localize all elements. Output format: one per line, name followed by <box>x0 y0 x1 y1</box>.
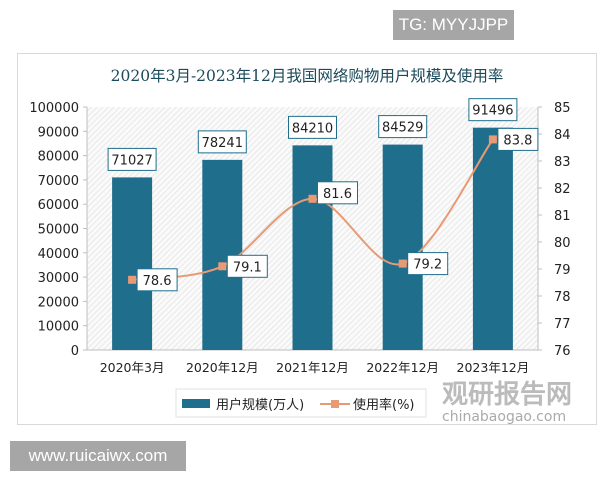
line-data-label: 79.1 <box>233 260 262 275</box>
legend-line-label: 使用率(%) <box>353 397 415 413</box>
y-left-tick-label: 80000 <box>38 150 79 165</box>
x-tick-label: 2023年12月 <box>457 360 530 375</box>
y-left-tick-label: 40000 <box>38 247 79 262</box>
y-right-tick-label: 77 <box>554 317 571 332</box>
brand-cn-text: 观研报告网 <box>442 379 572 410</box>
line-marker <box>398 259 407 268</box>
bar <box>382 144 423 350</box>
legend-line-marker <box>331 400 339 408</box>
bar-data-label: 71027 <box>111 153 152 168</box>
y-right-tick-label: 79 <box>554 263 571 278</box>
line-data-label-box <box>407 252 449 276</box>
site-watermark: www.ruicaiwx.com <box>10 441 186 471</box>
y-right-tick-label: 78 <box>554 290 571 305</box>
bar <box>472 127 513 350</box>
bar-data-label: 91496 <box>472 104 513 119</box>
bar-data-label-box <box>378 115 428 139</box>
y-left-tick-label: 0 <box>71 344 79 359</box>
legend-bar-label: 用户规模(万人) <box>216 397 304 413</box>
bar-data-label-box <box>468 98 518 122</box>
y-left-tick-label: 20000 <box>38 295 79 310</box>
line-data-label: 79.2 <box>413 258 442 273</box>
y-left-tick-label: 60000 <box>38 198 79 213</box>
legend-bar-swatch <box>182 399 210 408</box>
line-data-label-box <box>317 181 358 205</box>
line-data-label: 83.8 <box>503 133 532 148</box>
bar-data-label: 84529 <box>382 121 423 136</box>
legend-box <box>175 388 427 418</box>
bar <box>112 177 153 350</box>
x-tick-label: 2020年12月 <box>186 360 259 375</box>
bar-data-label-box <box>197 130 247 154</box>
y-left-tick-label: 50000 <box>38 223 79 238</box>
tg-watermark: TG: MYYJJPP <box>393 10 514 40</box>
y-right-tick-label: 85 <box>554 101 571 116</box>
bar-data-label-box <box>107 147 157 171</box>
line-marker <box>128 275 137 284</box>
y-right-tick-label: 82 <box>554 182 571 197</box>
y-left-tick-label: 30000 <box>38 271 79 286</box>
x-tick-label: 2021年12月 <box>276 360 349 375</box>
bar <box>292 145 333 350</box>
y-right-tick-label: 83 <box>554 155 571 170</box>
line-data-label-box <box>136 268 178 292</box>
bar-data-label-box <box>288 115 337 139</box>
brand-watermark: 观研报告网 chinabaogao.com <box>442 379 572 425</box>
y-right-tick-label: 84 <box>554 128 571 143</box>
y-left-tick-label: 70000 <box>38 174 79 189</box>
x-tick-label: 2022年12月 <box>366 360 439 375</box>
line-marker <box>308 194 317 203</box>
chart-frame <box>17 53 597 425</box>
chart-title: 2020年3月-2023年12月我国网络购物用户规模及使用率 <box>111 67 504 85</box>
line-data-label: 81.6 <box>323 187 352 202</box>
bar-data-label: 84210 <box>292 121 333 136</box>
line-data-label: 78.6 <box>143 274 172 289</box>
bar-data-label: 78241 <box>202 136 243 151</box>
x-tick-label: 2020年3月 <box>100 360 165 375</box>
line-marker <box>488 135 497 144</box>
y-left-tick-label: 100000 <box>29 101 79 116</box>
line-marker <box>218 262 227 271</box>
brand-en-text: chinabaogao.com <box>442 409 566 425</box>
legend: 用户规模(万人) 使用率(%) <box>175 388 427 418</box>
y-right-tick-label: 80 <box>554 236 571 251</box>
y-left-tick-label: 90000 <box>38 125 79 140</box>
line-data-label-box <box>226 254 268 278</box>
y-right-tick-label: 76 <box>554 344 571 359</box>
y-left-tick-label: 10000 <box>38 320 79 335</box>
line-data-label-box <box>497 127 539 151</box>
y-right-tick-label: 81 <box>554 209 571 224</box>
